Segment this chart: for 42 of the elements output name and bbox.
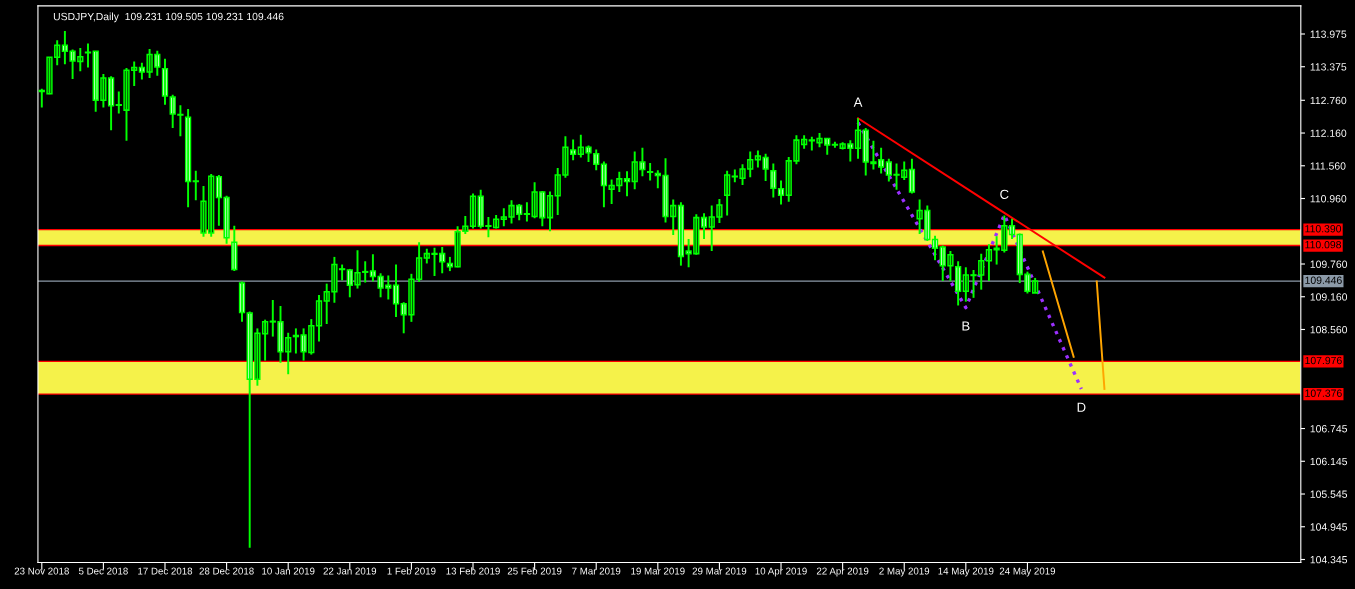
annotation: D [1077,402,1086,412]
annotation: A [853,97,863,107]
y-tick-label: 113.975 [1310,30,1347,38]
y-tick-label: 109.160 [1310,293,1348,301]
x-tick-label: 7 Mar 2019 [572,567,621,575]
x-tick-label: 28 Dec 2018 [199,567,254,575]
y-tick-label: 113.375 [1310,63,1347,71]
y-tick-label: 104.345 [1310,555,1348,564]
text: USDJPY,Daily 109.231 109.505 109.231 109.446 [53,12,284,23]
y-tick-label: 106.145 [1310,457,1348,466]
y-tick-label: 106.745 [1310,425,1348,433]
x-tick-label: 25 Feb 2019 [507,567,562,575]
x-tick-label: 22 Jan 2019 [323,567,377,575]
annotation: C [1000,189,1009,199]
x-tick-label: 10 Jan 2019 [262,567,315,575]
y-tick-label: 112.760 [1310,96,1347,105]
y-tick-label: 112.160 [1310,129,1347,137]
y-tick-label: 105.545 [1310,490,1348,498]
y-tick-label: 111.560 [1310,162,1346,170]
x-tick-label: 14 May 2019 [938,567,994,577]
y-tick-label: 110.960 [1310,195,1347,203]
line-series [856,121,1084,391]
x-tick-label: 13 Feb 2019 [446,567,500,575]
x-tick-label: 23 Nov 2018 [14,567,69,575]
x-tick-label: 29 Mar 2019 [692,567,747,575]
y-tick-label: 108.560 [1310,325,1348,334]
x-tick-label: 10 Apr 2019 [755,567,807,577]
ref-line-label: 110.390 [1305,225,1342,233]
x-tick-label: 2 May 2019 [879,567,930,577]
y-tick-label: 109.760 [1310,260,1348,268]
ref-line-label: 110.098 [1305,240,1342,249]
annotation: B [962,321,970,331]
x-tick-label: 22 Apr 2019 [816,567,869,577]
x-tick-label: 5 Dec 2018 [78,567,128,575]
ref-line-label: 109.446 [1305,276,1342,284]
y-tick-label: 104.945 [1310,523,1348,531]
x-tick-label: 1 Feb 2019 [387,567,436,575]
x-tick-label: 24 May 2019 [999,567,1056,577]
ref-line-label: 107.376 [1305,389,1342,397]
x-tick-label: 17 Dec 2018 [138,567,193,575]
x-tick-label: 19 Mar 2019 [631,567,685,575]
ref-line-label: 107.976 [1305,356,1342,365]
